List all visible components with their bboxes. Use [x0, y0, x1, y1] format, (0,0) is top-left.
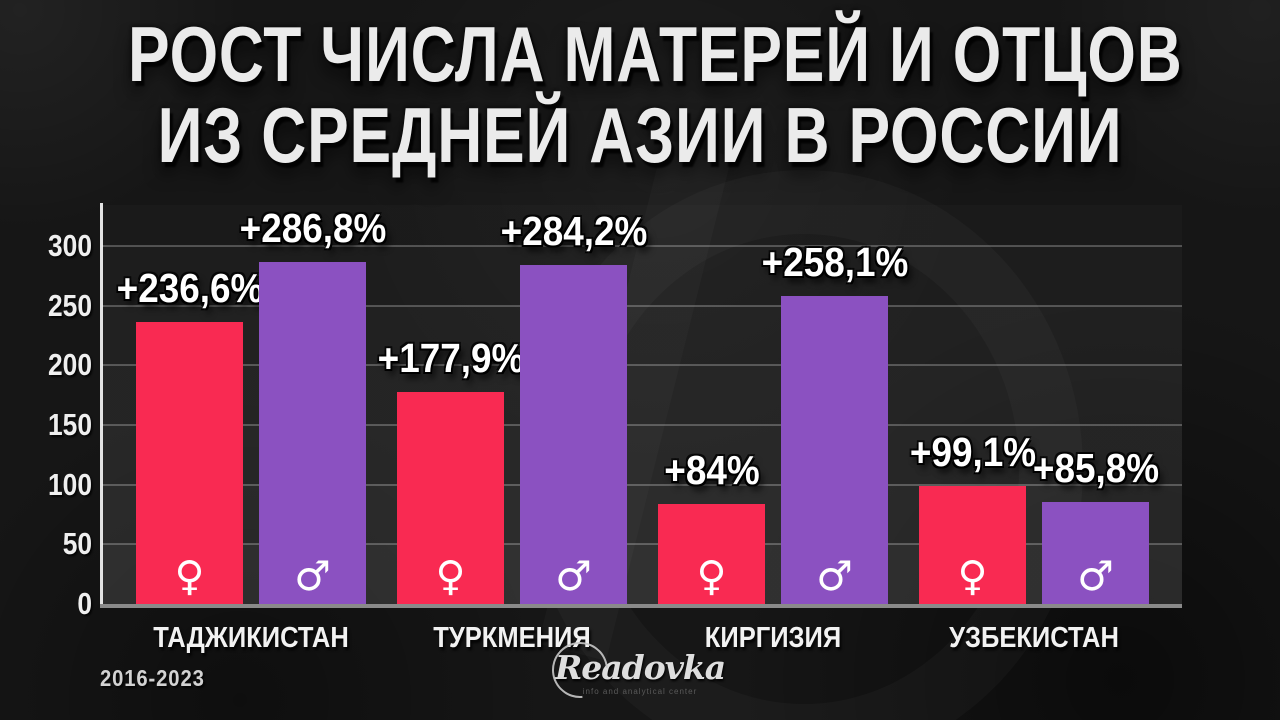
gridline-150 — [102, 424, 1182, 426]
logo-tagline: info and analytical center — [582, 687, 698, 696]
x-label-4: УЗБЕКИСТАН — [949, 622, 1119, 654]
period-label: 2016-2023 — [100, 665, 205, 691]
value-label-female-1: +236,6% — [116, 264, 263, 311]
value-label-male-1: +286,8% — [239, 204, 386, 251]
y-axis: 0 50 100 150 200 250 300 — [0, 205, 94, 621]
male-icon: ♂ — [816, 552, 853, 600]
value-label-male-3: +258,1% — [761, 239, 908, 286]
bar-male-3: ♂ — [781, 296, 888, 604]
male-icon: ♂ — [555, 552, 592, 600]
value-label-female-3: +84% — [663, 446, 760, 493]
chart-title: РОСТ ЧИСЛА МАТЕРЕЙ И ОТЦОВ ИЗ СРЕДНЕЙ АЗ… — [0, 14, 1280, 176]
chart-title-line-1: РОСТ ЧИСЛА МАТЕРЕЙ И ОТЦОВ — [128, 10, 1183, 98]
bar-female-3: ♀ — [658, 503, 765, 604]
gridline-50 — [102, 543, 1182, 546]
y-tick-250: 250 — [48, 287, 92, 323]
bar-female-1: ♀ — [136, 321, 243, 604]
x-label-2: ТУРКМЕНИЯ — [433, 622, 591, 654]
female-icon: ♀ — [696, 552, 727, 600]
x-axis-line — [100, 604, 1182, 608]
value-label-male-4: +85,8% — [1032, 444, 1159, 491]
female-icon: ♀ — [957, 552, 988, 600]
bar-female-2: ♀ — [397, 391, 504, 604]
gridline-300 — [102, 245, 1182, 247]
bar-female-4: ♀ — [919, 485, 1026, 604]
x-label-1: ТАДЖИКИСТАН — [153, 622, 349, 654]
y-tick-50: 50 — [62, 526, 92, 562]
value-label-male-2: +284,2% — [500, 207, 647, 254]
gridline-100 — [102, 483, 1182, 486]
y-tick-200: 200 — [48, 347, 92, 383]
logo-text: Readovka — [554, 648, 726, 687]
y-axis-line — [100, 203, 103, 606]
readovka-logo: Readovka info and analytical center — [510, 630, 770, 710]
plot-area: ♀ +236,6% ♂ +286,8% ♀ +177,9% ♂ +284,2% ♀ +84% ♂ +2… — [102, 205, 1182, 604]
bar-male-1: ♂ — [259, 261, 366, 604]
female-icon: ♀ — [435, 552, 466, 600]
y-tick-0: 0 — [77, 586, 92, 621]
gridline-250 — [102, 304, 1182, 307]
value-label-female-2: +177,9% — [377, 334, 524, 381]
bar-male-2: ♂ — [520, 264, 627, 604]
chart-title-line-2: ИЗ СРЕДНЕЙ АЗИИ В РОССИИ — [157, 91, 1123, 179]
y-tick-150: 150 — [48, 407, 92, 442]
male-icon: ♂ — [1077, 552, 1114, 600]
value-label-female-4: +99,1% — [909, 428, 1036, 475]
y-tick-100: 100 — [48, 466, 92, 502]
gridline-200 — [102, 364, 1182, 367]
male-icon: ♂ — [294, 552, 331, 600]
x-axis-labels: ТАДЖИКИСТАН ТУРКМЕНИЯ КИРГИЗИЯ УЗБЕКИСТАН — [0, 622, 1280, 658]
female-icon: ♀ — [174, 552, 205, 600]
x-label-3: КИРГИЗИЯ — [704, 622, 842, 654]
y-tick-300: 300 — [48, 228, 92, 263]
bar-male-4: ♂ — [1042, 501, 1149, 604]
